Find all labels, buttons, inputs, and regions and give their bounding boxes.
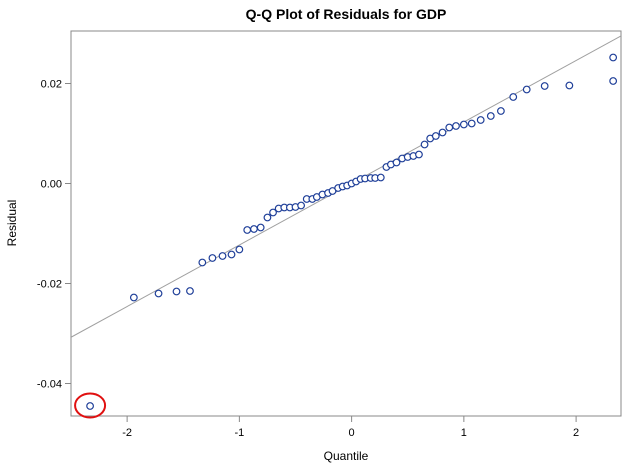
data-point bbox=[509, 93, 518, 101]
y-tick-label: -0.02 bbox=[37, 279, 62, 291]
data-point bbox=[218, 252, 227, 260]
x-tick-label: 0 bbox=[349, 427, 355, 439]
data-point bbox=[486, 112, 495, 120]
data-point bbox=[467, 119, 476, 128]
data-point bbox=[438, 128, 447, 137]
data-point bbox=[269, 208, 277, 217]
annotation-circle bbox=[74, 392, 107, 419]
data-point bbox=[609, 53, 618, 62]
data-point bbox=[609, 77, 618, 85]
y-tick-label: 0.02 bbox=[41, 79, 62, 91]
y-tick-label: -0.04 bbox=[37, 379, 62, 391]
data-point bbox=[256, 223, 265, 232]
data-point bbox=[198, 258, 207, 267]
data-point bbox=[392, 158, 401, 167]
data-point bbox=[376, 173, 385, 182]
data-point bbox=[459, 120, 468, 129]
data-point bbox=[297, 201, 306, 210]
data-point bbox=[452, 122, 460, 130]
data-point bbox=[129, 293, 138, 302]
data-point bbox=[172, 287, 181, 296]
data-point bbox=[86, 402, 94, 410]
data-point bbox=[235, 245, 244, 254]
data-point bbox=[431, 132, 440, 140]
y-tick-label: 0.00 bbox=[41, 179, 62, 191]
data-point bbox=[540, 82, 549, 90]
plot-area: -2 -1 0 1 2 -0.04 -0.02 0.00 0.02 bbox=[37, 30, 622, 439]
data-point bbox=[208, 254, 217, 262]
data-point bbox=[243, 226, 252, 234]
data-point bbox=[263, 213, 272, 222]
data-point bbox=[250, 225, 258, 233]
chart-title: Q-Q Plot of Residuals for GDP bbox=[246, 6, 447, 22]
data-point bbox=[415, 150, 423, 159]
data-point bbox=[445, 123, 454, 132]
data-point bbox=[496, 107, 505, 115]
x-tick-label: -1 bbox=[234, 427, 244, 439]
x-axis-label: Quantile bbox=[324, 449, 369, 463]
y-axis-label: Residual bbox=[5, 200, 19, 247]
data-point bbox=[154, 289, 163, 298]
data-point bbox=[186, 287, 194, 295]
data-point bbox=[420, 140, 429, 149]
x-tick-label: -2 bbox=[122, 427, 132, 439]
data-point bbox=[476, 116, 485, 124]
x-tick-label: 1 bbox=[461, 427, 467, 439]
data-point bbox=[522, 85, 531, 94]
data-point bbox=[565, 81, 574, 90]
data-point bbox=[227, 250, 236, 259]
plot-frame bbox=[70, 30, 622, 417]
x-tick-label: 2 bbox=[573, 427, 579, 439]
